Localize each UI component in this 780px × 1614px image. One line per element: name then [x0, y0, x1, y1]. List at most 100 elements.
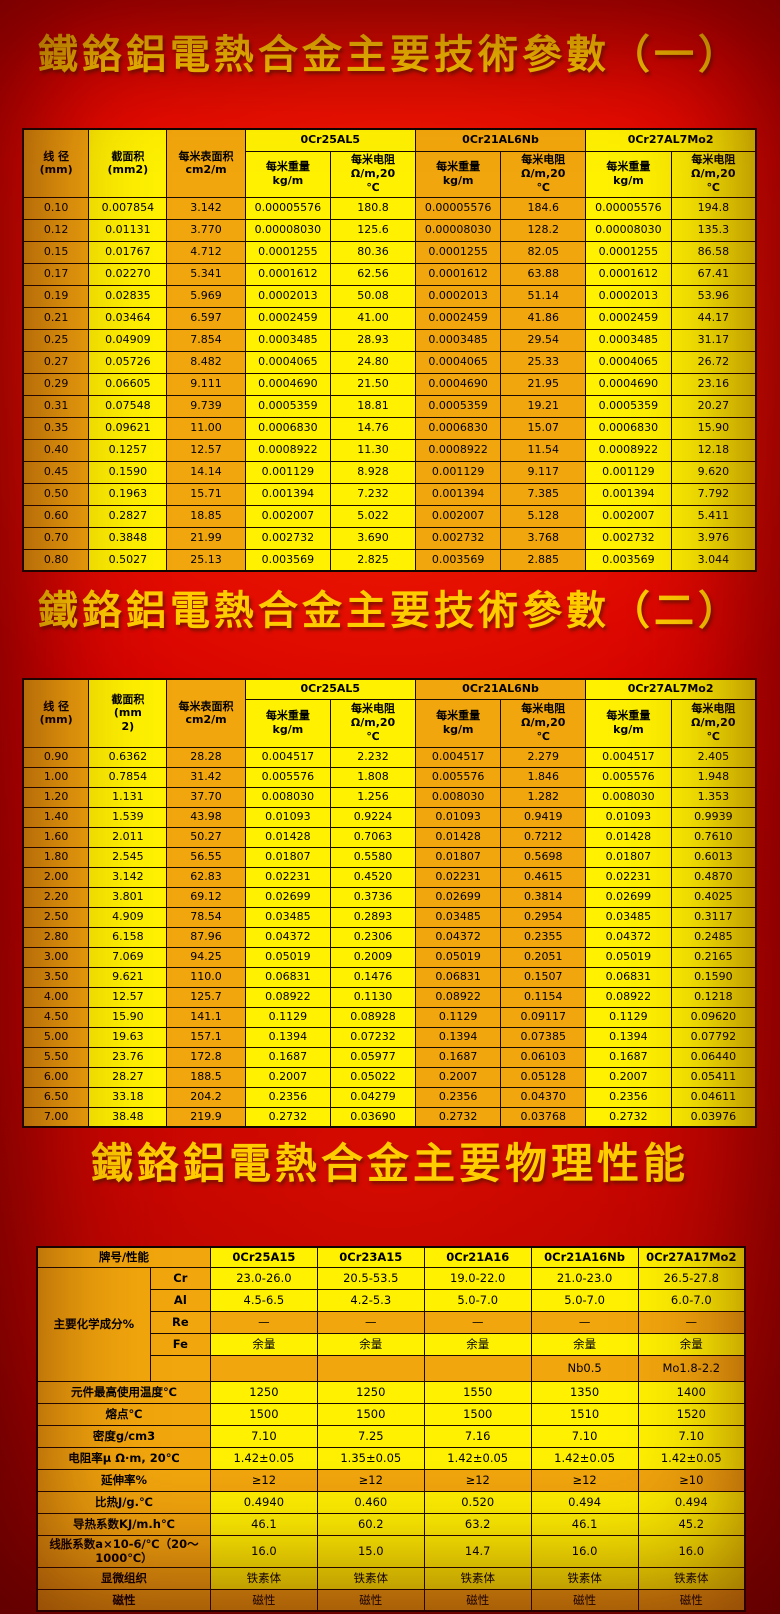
cell: 0.9224	[330, 806, 416, 828]
cell: 磁性	[637, 1588, 746, 1612]
cell: 0.004517	[585, 746, 672, 768]
cell: 5.0-7.0	[423, 1288, 532, 1312]
cell: 0.2165	[670, 946, 757, 968]
cell: 0.3814	[500, 886, 587, 908]
table-row: 7.00 38.48 219.9 0.2732 0.03690 0.2732 0.03768…	[22, 1106, 757, 1128]
cell: 0.0004065	[244, 350, 332, 374]
cell: 11.30	[330, 438, 416, 462]
cell: 3.690	[330, 526, 416, 550]
cell: 0.05019	[244, 946, 332, 968]
cell: 2.545	[88, 846, 168, 868]
cell: 0.03464	[88, 306, 168, 330]
cell: 0.07385	[500, 1026, 587, 1048]
cell: 3.142	[88, 866, 168, 888]
cell: ≥12	[423, 1468, 532, 1492]
cell: 0.1476	[330, 966, 416, 988]
cell: 0.1129	[414, 1006, 502, 1028]
cell: 2.232	[330, 746, 416, 768]
cell: 0.05411	[670, 1066, 757, 1088]
cell: 0.2954	[500, 906, 587, 928]
cell: 0.07792	[670, 1026, 757, 1048]
cell: 67.41	[670, 262, 757, 286]
cell: 0.0004065	[585, 350, 672, 374]
cell: 0.0001255	[414, 240, 502, 264]
resistance-per-meter-header: 每米电阻 Ω/m,20 ℃	[670, 150, 757, 198]
cell: 1.256	[330, 786, 416, 808]
cell: 41.00	[330, 306, 416, 330]
cell: 0.35	[22, 416, 90, 440]
cell: 29.54	[500, 328, 587, 352]
cell: 63.2	[423, 1512, 532, 1536]
cell: 12.57	[88, 986, 168, 1008]
cell: 0.008030	[244, 786, 332, 808]
cell: 0.0002459	[585, 306, 672, 330]
cell: 41.86	[500, 306, 587, 330]
cell: 5.0-7.0	[530, 1288, 639, 1312]
alloy-header: 0Cr21AL6Nb	[414, 128, 587, 152]
cell: 0.09620	[670, 1006, 757, 1028]
table-row: 0.17 0.02270 5.341 0.0001612 62.56 0.0001612 6…	[22, 262, 757, 286]
cell: 188.5	[166, 1066, 246, 1088]
cell: 0.1687	[414, 1046, 502, 1068]
cell: 0.0004065	[414, 350, 502, 374]
cell: 110.0	[166, 966, 246, 988]
alloy-header: 0Cr27AL7Mo2	[585, 678, 757, 700]
table-row: 2.00 3.142 62.83 0.02231 0.4520 0.02231 0.4615…	[22, 866, 757, 888]
cell: 21.95	[500, 372, 587, 396]
cell: 62.83	[166, 866, 246, 888]
cell: 0.0001612	[414, 262, 502, 286]
cell: 0.001129	[585, 460, 672, 484]
table-row: 0.10 0.007854 3.142 0.00005576 180.8 0.000055…	[22, 196, 757, 220]
cell: 0.7212	[500, 826, 587, 848]
element-label	[149, 1354, 211, 1382]
cell: 45.2	[637, 1512, 746, 1536]
cell: 0.06831	[414, 966, 502, 988]
cell: 1.42±0.05	[209, 1446, 318, 1470]
cell: 26.5-27.8	[637, 1266, 746, 1290]
cell: 0.001129	[414, 460, 502, 484]
cell: 86.58	[670, 240, 757, 264]
table-row: 0.15 0.01767 4.712 0.0001255 80.36 0.0001255 8…	[22, 240, 757, 264]
cell: 0.460	[316, 1490, 425, 1514]
cell: 0.1257	[88, 438, 168, 462]
cell: 0.6362	[88, 746, 168, 768]
table-row: 比热J/g.℃ 0.4940 0.460 0.520 0.494 0.494	[36, 1490, 746, 1514]
cell: 0.09621	[88, 416, 168, 440]
cell: 2.279	[500, 746, 587, 768]
cell: 0.005576	[585, 766, 672, 788]
cell: 0.004517	[414, 746, 502, 768]
cell: 0.494	[637, 1490, 746, 1514]
element-label: Fe	[149, 1332, 211, 1356]
cell: 0.1590	[88, 460, 168, 484]
table-row: 1.60 2.011 50.27 0.01428 0.7063 0.01428 0.7212…	[22, 826, 757, 848]
cell: 1250	[209, 1380, 318, 1404]
cell: 0.00008030	[585, 218, 672, 242]
cell: 7.069	[88, 946, 168, 968]
cell: 1500	[423, 1402, 532, 1426]
cell: 0.05128	[500, 1066, 587, 1088]
cell: 0.21	[22, 306, 90, 330]
cell: 2.50	[22, 906, 90, 928]
cell: 1.282	[500, 786, 587, 808]
cell: 0.3736	[330, 886, 416, 908]
cell: 20.5-53.5	[316, 1266, 425, 1290]
cell: 0.01807	[244, 846, 332, 868]
cell: 21.0-23.0	[530, 1266, 639, 1290]
cell: 0.0002013	[244, 284, 332, 308]
property-label: 线胀系数a×10-6/℃（20～ 1000℃）	[36, 1534, 211, 1568]
table-row: 0.45 0.1590 14.14 0.001129 8.928 0.001129 9.11…	[22, 460, 757, 484]
cell: 172.8	[166, 1046, 246, 1068]
cell: 63.88	[500, 262, 587, 286]
physical-properties-table: 牌号/性能 0Cr25A15 0Cr23A15 0Cr21A16 0Cr21A16Nb 0…	[36, 1246, 746, 1612]
cell: 16.0	[209, 1534, 318, 1568]
cell: 0.003569	[244, 548, 332, 572]
table-row: 0.80 0.5027 25.13 0.003569 2.825 0.003569 2.88…	[22, 548, 757, 572]
cell: 0.0008922	[414, 438, 502, 462]
cell: 56.55	[166, 846, 246, 868]
cell: 0.003569	[585, 548, 672, 572]
alloy-header: 0Cr25AL5	[244, 678, 416, 700]
cell: 0.25	[22, 328, 90, 352]
cell: 0.07548	[88, 394, 168, 418]
cell: 0.2732	[414, 1106, 502, 1128]
cell: 0.1687	[585, 1046, 672, 1068]
